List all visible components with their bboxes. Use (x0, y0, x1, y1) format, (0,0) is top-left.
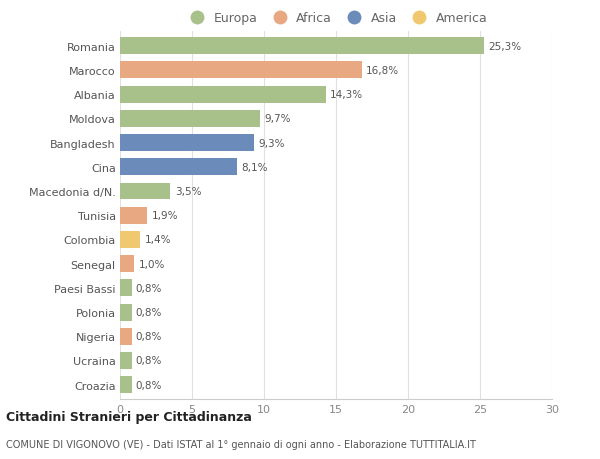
Bar (120, 86, 326, 103)
Text: 0,8%: 0,8% (136, 308, 162, 317)
Text: 0,8%: 0,8% (136, 380, 162, 390)
Bar (120, 111, 260, 128)
Text: Cittadini Stranieri per Cittadinanza: Cittadini Stranieri per Cittadinanza (6, 410, 252, 423)
Text: 9,7%: 9,7% (264, 114, 290, 124)
Bar (120, 62, 362, 79)
Text: 16,8%: 16,8% (366, 66, 400, 76)
Bar (120, 159, 236, 176)
Bar (120, 231, 140, 248)
Text: 9,3%: 9,3% (258, 138, 285, 148)
Text: 0,8%: 0,8% (136, 283, 162, 293)
Bar (120, 280, 131, 297)
Text: 0,8%: 0,8% (136, 331, 162, 341)
Legend: Europa, Africa, Asia, America: Europa, Africa, Asia, America (179, 7, 493, 30)
Bar (120, 135, 254, 152)
Text: 0,8%: 0,8% (136, 356, 162, 366)
Bar (120, 304, 131, 321)
Bar (120, 376, 131, 393)
Text: 14,3%: 14,3% (330, 90, 364, 100)
Text: 8,1%: 8,1% (241, 162, 268, 173)
Bar (120, 38, 484, 55)
Text: 1,9%: 1,9% (152, 211, 178, 221)
Bar (120, 328, 131, 345)
Text: 25,3%: 25,3% (488, 42, 522, 51)
Text: COMUNE DI VIGONOVO (VE) - Dati ISTAT al 1° gennaio di ogni anno - Elaborazione T: COMUNE DI VIGONOVO (VE) - Dati ISTAT al … (6, 440, 476, 449)
Bar (120, 183, 170, 200)
Text: 3,5%: 3,5% (175, 186, 201, 196)
Bar (120, 207, 148, 224)
Text: 1,0%: 1,0% (139, 259, 165, 269)
Bar (120, 352, 131, 369)
Text: 1,4%: 1,4% (145, 235, 171, 245)
Bar (120, 256, 134, 273)
